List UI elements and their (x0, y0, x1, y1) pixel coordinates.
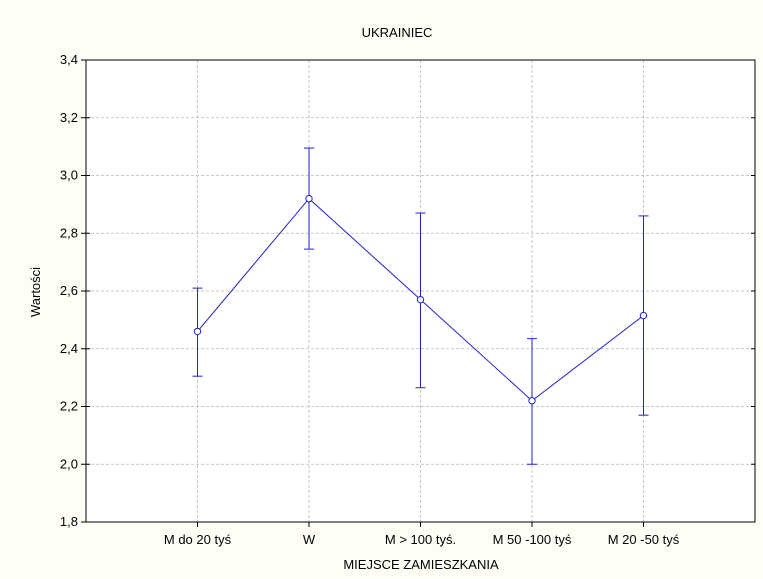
x-tick-labels: M do 20 tyś W M > 100 tyś. M 50 -100 tyś M 2… (164, 532, 680, 547)
axes (81, 59, 756, 527)
x-tick-label: M > 100 tyś. (385, 532, 456, 547)
x-tick-label: M do 20 tyś (164, 532, 232, 547)
data-point (193, 327, 202, 336)
chart-title: UKRAINIEC (362, 25, 433, 40)
data-point (528, 397, 536, 405)
data-point (639, 311, 648, 320)
x-tick-label: W (303, 532, 316, 547)
data-point (305, 194, 313, 203)
y-axis-title: Wartości (28, 267, 43, 317)
y-tick-label: 2,0 (60, 456, 78, 471)
y-tick-label: 3,2 (60, 110, 78, 125)
data-point (416, 295, 425, 304)
x-tick-label: M 20 -50 tyś (608, 532, 680, 547)
series-line-group (192, 147, 649, 465)
y-tick-label: 3,4 (60, 52, 78, 67)
y-tick-label: 2,8 (60, 225, 78, 240)
y-tick-label: 3,0 (60, 168, 78, 183)
y-tick-label: 2,2 (60, 399, 78, 414)
y-tick-label: 2,6 (60, 283, 78, 298)
y-tick-label: 2,4 (60, 341, 78, 356)
x-axis-title: MIEJSCE ZAMIESZKANIA (343, 557, 499, 572)
y-tick-labels: 1,8 2,0 2,2 2,4 2,6 2,8 3,0 3,2 3,4 (60, 52, 78, 529)
x-tick-label: M 50 -100 tyś (493, 532, 572, 547)
y-tick-label: 1,8 (60, 514, 78, 529)
